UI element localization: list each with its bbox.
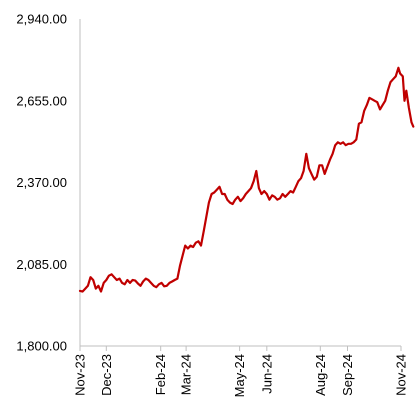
y-tick-label: 2,085.00	[16, 257, 67, 272]
series-layer	[78, 66, 415, 293]
x-tick-label: Sep-24	[340, 354, 355, 396]
x-tick-label: May-24	[232, 354, 247, 397]
y-axis-ticks: 1,800.00 2,085.00 2,370.00 2,655.00 2,940.00	[16, 12, 67, 354]
x-tick-label: Mar-24	[179, 354, 194, 395]
x-tick-label: Nov-23	[73, 354, 88, 396]
y-tick-label: 2,370.00	[16, 175, 67, 190]
y-tick-label: 2,655.00	[16, 93, 67, 108]
x-tick-label: Dec-23	[99, 354, 114, 396]
series-line	[78, 66, 415, 293]
x-tick-label: Jun-24	[259, 354, 274, 394]
x-tick-label: Aug-24	[313, 354, 328, 396]
y-tick-label: 2,940.00	[16, 12, 67, 27]
x-tick-label: Nov-24	[394, 354, 409, 396]
x-axis-ticks: Nov-23 Dec-23 Feb-24 Mar-24 May-24 Jun-24 Aug-…	[73, 346, 409, 397]
y-tick-label: 1,800.00	[16, 339, 67, 354]
axes	[79, 19, 401, 347]
x-tick-label: Feb-24	[153, 354, 168, 395]
